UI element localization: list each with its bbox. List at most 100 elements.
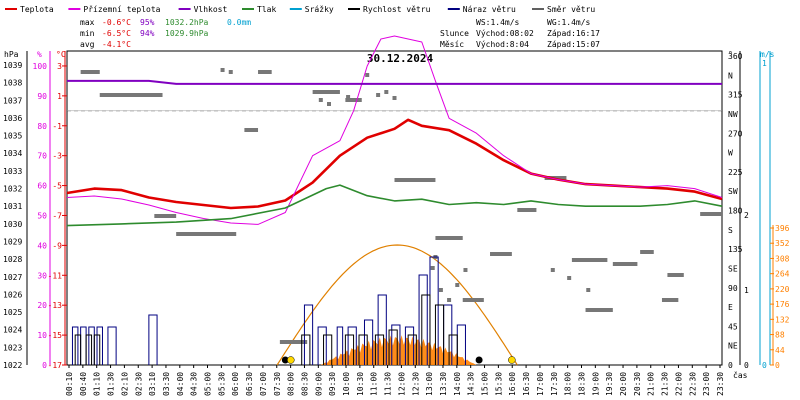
x-tick-label: 15:30	[494, 372, 503, 396]
legend-label-1: Přízemní teplota	[83, 5, 160, 14]
axis-mm-bottom: 0	[762, 361, 767, 370]
x-tick-label: 10:30	[356, 372, 365, 396]
x-tick-label: 10:00	[342, 372, 351, 396]
percent-tick: 70	[37, 152, 47, 161]
hpa-tick: 1038	[3, 79, 22, 88]
wind-direction-dot	[455, 283, 460, 287]
x-tick-label: 18:30	[577, 372, 586, 396]
wind-direction-dot	[550, 268, 555, 272]
hpa-tick: 1022	[3, 361, 22, 370]
wind-gust-step	[347, 326, 357, 365]
wind-direction-mark	[667, 273, 684, 277]
x-tick-label: 15:00	[481, 372, 490, 396]
wind-direction-dot	[318, 98, 323, 102]
direction-tick: E	[728, 303, 733, 312]
direction-tick: W	[728, 149, 733, 158]
direction-tick: NW	[728, 110, 738, 119]
x-tick-label: 21:00	[647, 372, 656, 396]
percent-tick: 40	[37, 241, 47, 250]
x-tick-label: 16:30	[522, 372, 531, 396]
wind-direction-dot	[430, 266, 435, 270]
wind-speed-stat: WS:1.4m/s	[476, 18, 520, 27]
hpa-tick: 1030	[3, 220, 22, 229]
percent-tick: 20	[37, 301, 47, 310]
wind-gust-step	[317, 326, 327, 365]
mm-tick: 0	[775, 361, 780, 370]
wind-direction-dot	[567, 276, 572, 280]
x-tick-label: 08:30	[300, 372, 309, 396]
stat-min-pressure: 1029.9hPa	[165, 29, 209, 38]
stat-max-label: max	[80, 18, 95, 27]
x-tick-label: 09:30	[328, 372, 337, 396]
legend: Teplota Přízemní teplota Vlhkost Tlak Srážky…	[5, 5, 595, 14]
wind-speed-step	[93, 334, 101, 365]
moon-label: Měsíc	[440, 40, 464, 49]
wind-direction-mark	[244, 128, 259, 132]
celsius-tick: -13	[48, 301, 63, 310]
sun-label: Slunce	[440, 29, 469, 38]
wind-gust-stat: WG:1.4m/s	[547, 18, 591, 27]
legend-label-3: Tlak	[257, 5, 276, 14]
hpa-tick: 1024	[3, 326, 22, 335]
x-tick-label: 11:30	[384, 372, 393, 396]
moonset: Západ:15:07	[547, 40, 600, 49]
chart-title: 30.12.2024	[367, 52, 434, 65]
wind-gust-step	[404, 326, 415, 365]
series-line-3	[66, 184, 723, 227]
wind-direction-mark	[279, 340, 308, 344]
mm-tick: 264	[775, 270, 790, 279]
wind-gust-step	[80, 326, 87, 365]
direction-tick: 0	[728, 361, 733, 370]
moonrise: Východ:8:04	[476, 40, 529, 49]
percent-tick: 100	[33, 62, 48, 71]
wind-gust-step	[148, 314, 158, 365]
x-tick-label: 12:00	[397, 372, 406, 396]
x-tick-label: 03:30	[162, 372, 171, 396]
axis-label-hpa: hPa	[4, 50, 19, 59]
axis-mm-top: 1	[762, 59, 767, 68]
direction-tick: 90	[728, 284, 738, 293]
wind-direction-mark	[312, 90, 340, 94]
series-line-2	[67, 79, 722, 85]
x-tick-label: 08:00	[287, 372, 296, 396]
hpa-tick: 1036	[3, 114, 22, 123]
moonset-marker	[475, 356, 483, 364]
wind-gust-step	[71, 326, 79, 365]
wind-gust-step	[336, 326, 344, 365]
wind-direction-dot	[586, 288, 591, 292]
wind-direction-mark	[585, 308, 613, 312]
wind-speed-step	[448, 334, 458, 365]
x-tick-label: 06:00	[231, 372, 240, 396]
hpa-tick: 1029	[3, 237, 22, 246]
wind-direction-dot	[365, 73, 370, 77]
x-tick-label: 00:10	[65, 372, 74, 396]
x-tick-label: 19:30	[605, 372, 614, 396]
x-tick-label: 17:30	[550, 372, 559, 396]
wind-direction-mark	[99, 93, 163, 97]
x-axis-label: čas	[733, 370, 748, 380]
x-tick-label: 19:00	[591, 372, 600, 396]
wind-direction-dot	[346, 95, 351, 99]
legend-label-4: Srážky	[305, 5, 334, 14]
direction-tick: NE	[728, 342, 738, 351]
x-tick-label: 13:00	[425, 372, 434, 396]
mm-tick: 132	[775, 315, 790, 324]
wind-speed-step	[85, 334, 93, 365]
x-tick-label: 20:30	[633, 372, 642, 396]
celsius-tick: 3	[57, 62, 62, 71]
wind-speed-step	[301, 334, 311, 365]
wind-direction-mark	[571, 258, 608, 262]
percent-tick: 80	[37, 122, 47, 131]
wind-direction-dot	[438, 288, 443, 292]
wind-direction-dot	[228, 70, 233, 74]
x-tick-label: 22:30	[688, 372, 697, 396]
hpa-tick: 1027	[3, 273, 22, 282]
sunrise: Východ:08:02	[476, 29, 534, 38]
direction-tick: 45	[728, 322, 738, 331]
x-tick-label: 04:00	[176, 372, 185, 396]
x-tick-label: 22:00	[674, 372, 683, 396]
celsius-tick: -9	[52, 241, 62, 250]
wind-direction-mark	[517, 208, 537, 212]
direction-tick: 180	[728, 207, 743, 216]
